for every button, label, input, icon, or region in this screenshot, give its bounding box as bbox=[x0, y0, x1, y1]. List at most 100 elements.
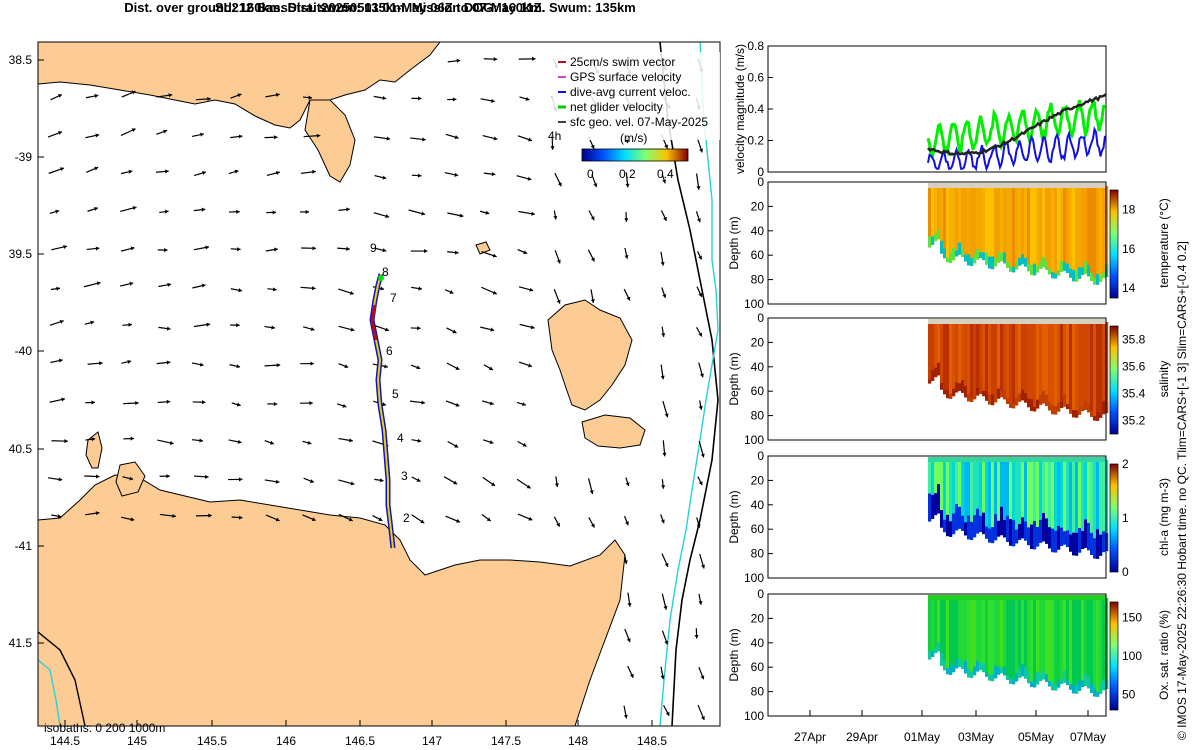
day-label: 5 bbox=[392, 387, 399, 401]
isobaths-label: isobaths: 0 200 1000m bbox=[44, 721, 165, 735]
map-frame bbox=[37, 41, 721, 727]
side-note: © IMOS 17-May-2025 22:26:30 Hobart time.… bbox=[1175, 241, 1189, 740]
oxygen-y-tick: 80 bbox=[751, 685, 765, 699]
salinity-y-tick: 40 bbox=[751, 360, 765, 374]
temperature-cb-tick: 18 bbox=[1122, 203, 1136, 217]
chla-y-tick: 40 bbox=[751, 498, 765, 512]
land-flinders-island bbox=[547, 299, 633, 411]
time-tick: 03May bbox=[958, 730, 994, 744]
isobath-1000 bbox=[659, 42, 719, 726]
legend-dive-avg: dive-avg current veloc. bbox=[570, 85, 691, 99]
day-label: 4 bbox=[397, 431, 404, 445]
time-tick: 07May bbox=[1070, 730, 1106, 744]
velocity-y-tick: 0.8 bbox=[747, 39, 764, 53]
day-label: 9 bbox=[370, 241, 377, 255]
salinity-y-tick: 0 bbox=[757, 311, 764, 325]
chla-y-tick: 20 bbox=[751, 473, 765, 487]
temperature-cb-tick: 16 bbox=[1122, 242, 1136, 256]
glider-track-red bbox=[370, 304, 378, 341]
oxygen-ylabel: Depth (m) bbox=[727, 628, 741, 681]
oxygen-panel: 0 20 40 60 80 100 Depth (m) 50 100 150 Ox. sat. ra… bbox=[727, 587, 1171, 723]
map-x-tick: 145 bbox=[127, 734, 147, 748]
chla-y-tick: 60 bbox=[751, 522, 765, 536]
salinity-y-tick: 20 bbox=[751, 335, 765, 349]
series-net bbox=[927, 93, 1107, 156]
day-label: 6 bbox=[386, 344, 393, 358]
velocity-ylabel: velocity magnitude (m/s) bbox=[733, 44, 747, 174]
oxygen-y-tick: 0 bbox=[757, 587, 764, 601]
chla-cblabel: chl-a (mg m-3) bbox=[1157, 478, 1171, 556]
day-labels: 987 6 5 4 3 2 bbox=[370, 241, 410, 525]
temperature-y-tick: 60 bbox=[751, 248, 765, 262]
temperature-y-tick: 100 bbox=[744, 297, 764, 311]
velocity-y-tick: 0 bbox=[757, 165, 764, 179]
day-label: 8 bbox=[382, 265, 389, 279]
salinity-y-tick: 100 bbox=[744, 433, 764, 447]
time-tick: 27Apr bbox=[794, 730, 826, 744]
map-y-tick: 39.5 bbox=[9, 247, 33, 261]
sfc-geo-velocity-field bbox=[47, 56, 706, 721]
velocity-y-tick: 0.2 bbox=[747, 134, 764, 148]
map-x-tick: 144.5 bbox=[50, 734, 80, 748]
oxygen-cb-tick: 150 bbox=[1122, 610, 1142, 624]
chla-y-tick: 80 bbox=[751, 547, 765, 561]
map-x-tick: 147.5 bbox=[491, 734, 521, 748]
colorbar-tick-2: 0.4 bbox=[657, 167, 674, 181]
map-x-tick: 148.5 bbox=[637, 734, 667, 748]
glider-track bbox=[371, 273, 394, 549]
velocity-y-tick: 0.4 bbox=[747, 102, 764, 116]
chla-cb-tick: 2 bbox=[1122, 457, 1129, 471]
legend-net-velocity: net glider velocity bbox=[570, 100, 663, 114]
legend-hour: 4h bbox=[548, 129, 561, 143]
oxygen-cb-tick: 100 bbox=[1122, 649, 1142, 663]
isobath-1000-sw bbox=[38, 631, 86, 726]
day-label: 3 bbox=[401, 469, 408, 483]
time-tick: 01May bbox=[904, 730, 940, 744]
chla-cb-tick: 0 bbox=[1122, 565, 1129, 579]
oxygen-y-tick: 40 bbox=[751, 636, 765, 650]
map-x-tick: 145.5 bbox=[197, 734, 227, 748]
temperature-cblabel: temperature (°C) bbox=[1157, 198, 1171, 288]
time-axis: 27Apr 29Apr 01May 03May 05May 07May bbox=[794, 710, 1106, 744]
oxygen-y-tick: 60 bbox=[751, 660, 765, 674]
salinity-y-tick: 80 bbox=[751, 409, 765, 423]
legend-sfc-geo: sfc geo. vel. 07-May-2025 bbox=[570, 115, 708, 129]
salinity-cb-tick: 35.4 bbox=[1122, 387, 1146, 401]
temperature-colorbar bbox=[1109, 189, 1119, 299]
oxygen-cb-tick: 50 bbox=[1122, 688, 1136, 702]
map-axes: 144.5 145 145.5 146 146.5 147 147.5 148 148.5 38.… bbox=[9, 53, 668, 748]
map-legend: 25cm/s swim vector GPS surface velocity … bbox=[548, 52, 720, 181]
salinity-y-tick: 60 bbox=[751, 384, 765, 398]
temperature-cb-tick: 14 bbox=[1122, 281, 1136, 295]
map-x-tick: 147 bbox=[422, 734, 442, 748]
temperature-y-tick: 0 bbox=[757, 175, 764, 189]
oxygen-cblabel: Ox. sat. ratio (%) bbox=[1157, 610, 1171, 700]
land-wilsons-prom bbox=[304, 99, 356, 183]
velocity-y-tick: 0.6 bbox=[747, 71, 764, 85]
map-colorbar bbox=[581, 148, 689, 162]
chla-y-tick: 100 bbox=[744, 571, 764, 585]
map-x-tick: 146.5 bbox=[345, 734, 375, 748]
map-y-tick: -39 bbox=[15, 150, 33, 164]
salinity-ylabel: Depth (m) bbox=[727, 352, 741, 405]
legend-gps-velocity: GPS surface velocity bbox=[570, 70, 681, 84]
temperature-panel: 0 20 40 60 80 100 Depth (m) 14 16 18 temperature (… bbox=[727, 175, 1171, 311]
salinity-cb-tick: 35.8 bbox=[1122, 333, 1146, 347]
map-y-tick: 41.5 bbox=[9, 636, 33, 650]
land-cape-barren bbox=[581, 414, 646, 449]
isobath-200-sw bbox=[38, 659, 61, 726]
land-tasmania bbox=[38, 474, 626, 726]
time-tick: 05May bbox=[1018, 730, 1054, 744]
oxygen-y-tick: 100 bbox=[744, 709, 764, 723]
salinity-panel: 0 20 40 60 80 100 Depth (m) 35.2 35.4 35.6 35.8 sal… bbox=[727, 311, 1171, 447]
map-x-tick: 146 bbox=[276, 734, 296, 748]
land-king-island bbox=[85, 431, 103, 469]
time-tick: 29Apr bbox=[846, 730, 878, 744]
colorbar-tick-1: 0.2 bbox=[619, 167, 636, 181]
day-label: 2 bbox=[403, 511, 410, 525]
map-y-tick: -41 bbox=[15, 539, 33, 553]
salinity-cblabel: salinity bbox=[1157, 361, 1171, 398]
